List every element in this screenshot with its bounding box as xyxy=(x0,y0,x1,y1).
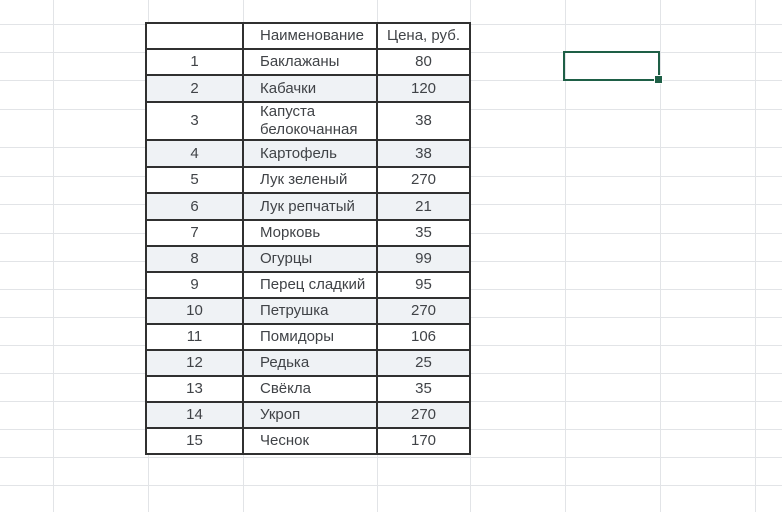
name-cell[interactable]: Укроп xyxy=(242,401,378,429)
row-number-cell[interactable]: 6 xyxy=(145,192,244,221)
price-cell[interactable]: 80 xyxy=(376,48,471,76)
table-row: 6 Лук репчатый 21 xyxy=(145,192,471,221)
table-row: 4 Картофель 38 xyxy=(145,139,471,168)
row-number-cell[interactable]: 2 xyxy=(145,74,244,103)
name-cell[interactable]: Баклажаны xyxy=(242,48,378,76)
vegetable-price-table: Наименование Цена, руб. 1 Баклажаны 80 2 Каб… xyxy=(145,22,471,455)
row-number-cell[interactable]: 4 xyxy=(145,139,244,168)
table-row: 2 Кабачки 120 xyxy=(145,74,471,103)
name-cell[interactable]: Редька xyxy=(242,349,378,377)
table-row: 5 Лук зеленый 270 xyxy=(145,166,471,194)
table-row: 7 Морковь 35 xyxy=(145,219,471,247)
name-cell[interactable]: Петрушка xyxy=(242,297,378,325)
name-cell[interactable]: Перец сладкий xyxy=(242,271,378,299)
row-number-cell[interactable]: 14 xyxy=(145,401,244,429)
name-cell[interactable]: Капуста белокочанная xyxy=(242,101,378,141)
header-empty-cell[interactable] xyxy=(145,22,244,50)
table-row: 15 Чеснок 170 xyxy=(145,427,471,455)
gridline-vertical xyxy=(565,0,566,512)
price-cell[interactable]: 99 xyxy=(376,245,471,273)
price-cell[interactable]: 38 xyxy=(376,139,471,168)
table-row: 14 Укроп 270 xyxy=(145,401,471,429)
name-cell[interactable]: Картофель xyxy=(242,139,378,168)
price-cell[interactable]: 170 xyxy=(376,427,471,455)
price-cell[interactable]: 35 xyxy=(376,219,471,247)
row-number-cell[interactable]: 8 xyxy=(145,245,244,273)
name-cell[interactable]: Свёкла xyxy=(242,375,378,403)
table-row: 10 Петрушка 270 xyxy=(145,297,471,325)
row-number-cell[interactable]: 15 xyxy=(145,427,244,455)
gridline-vertical xyxy=(755,0,756,512)
row-number-cell[interactable]: 13 xyxy=(145,375,244,403)
name-cell[interactable]: Кабачки xyxy=(242,74,378,103)
price-cell[interactable]: 270 xyxy=(376,166,471,194)
name-cell[interactable]: Чеснок xyxy=(242,427,378,455)
gridline-vertical xyxy=(53,0,54,512)
table-row: 1 Баклажаны 80 xyxy=(145,48,471,76)
price-cell[interactable]: 95 xyxy=(376,271,471,299)
table-row: 11 Помидоры 106 xyxy=(145,323,471,351)
table-row: 13 Свёкла 35 xyxy=(145,375,471,403)
name-cell[interactable]: Помидоры xyxy=(242,323,378,351)
gridline-horizontal xyxy=(0,457,782,458)
row-number-cell[interactable]: 11 xyxy=(145,323,244,351)
gridline-horizontal xyxy=(0,485,782,486)
price-cell[interactable]: 21 xyxy=(376,192,471,221)
price-cell[interactable]: 25 xyxy=(376,349,471,377)
price-cell[interactable]: 270 xyxy=(376,401,471,429)
price-cell[interactable]: 120 xyxy=(376,74,471,103)
selected-cell-outline[interactable] xyxy=(563,51,663,84)
price-cell[interactable]: 106 xyxy=(376,323,471,351)
table-row: 8 Огурцы 99 xyxy=(145,245,471,273)
name-cell[interactable]: Лук репчатый xyxy=(242,192,378,221)
header-price-cell[interactable]: Цена, руб. xyxy=(376,22,471,50)
name-cell[interactable]: Лук зеленый xyxy=(242,166,378,194)
gridline-vertical xyxy=(660,0,661,512)
row-number-cell[interactable]: 10 xyxy=(145,297,244,325)
row-number-cell[interactable]: 5 xyxy=(145,166,244,194)
row-number-cell[interactable]: 1 xyxy=(145,48,244,76)
row-number-cell[interactable]: 12 xyxy=(145,349,244,377)
row-number-cell[interactable]: 7 xyxy=(145,219,244,247)
name-cell[interactable]: Огурцы xyxy=(242,245,378,273)
header-name-cell[interactable]: Наименование xyxy=(242,22,378,50)
row-number-cell[interactable]: 9 xyxy=(145,271,244,299)
price-cell[interactable]: 35 xyxy=(376,375,471,403)
name-cell[interactable]: Морковь xyxy=(242,219,378,247)
table-row: 9 Перец сладкий 95 xyxy=(145,271,471,299)
table-header-row: Наименование Цена, руб. xyxy=(145,22,471,50)
row-number-cell[interactable]: 3 xyxy=(145,101,244,141)
table-row: 12 Редька 25 xyxy=(145,349,471,377)
price-cell[interactable]: 270 xyxy=(376,297,471,325)
table-row: 3 Капуста белокочанная 38 xyxy=(145,101,471,141)
price-cell[interactable]: 38 xyxy=(376,101,471,141)
fill-handle[interactable] xyxy=(654,75,663,84)
